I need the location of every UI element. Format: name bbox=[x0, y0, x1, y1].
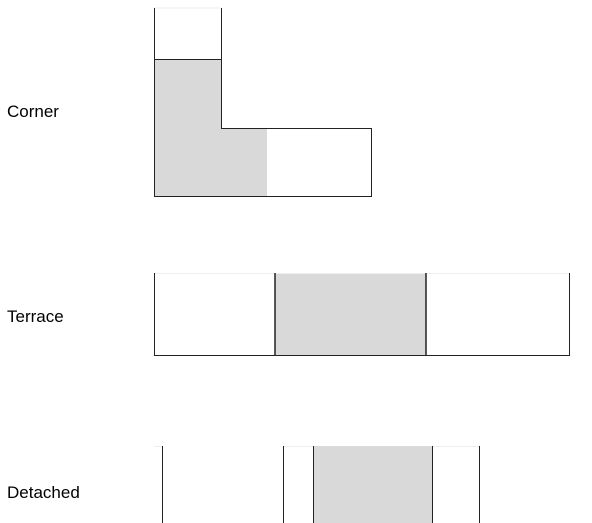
detached-left-box bbox=[162, 446, 284, 523]
label-detached: Detached bbox=[7, 483, 80, 502]
corner-top-box bbox=[154, 8, 221, 59]
terrace-shaded-box bbox=[275, 273, 426, 355]
label-corner: Corner bbox=[7, 102, 59, 121]
detached-diagram bbox=[154, 446, 592, 523]
detached-shaded-box bbox=[313, 446, 433, 523]
terrace-right-box bbox=[426, 273, 569, 355]
corner-diagram bbox=[154, 7, 372, 197]
terrace-left-box bbox=[154, 273, 275, 355]
label-terrace: Terrace bbox=[7, 307, 64, 326]
corner-white-box bbox=[267, 128, 371, 196]
terrace-diagram bbox=[154, 273, 570, 356]
corner-shaded-short bbox=[221, 128, 267, 196]
detached-right-box bbox=[479, 446, 592, 523]
corner-shaded-tall bbox=[154, 59, 221, 196]
